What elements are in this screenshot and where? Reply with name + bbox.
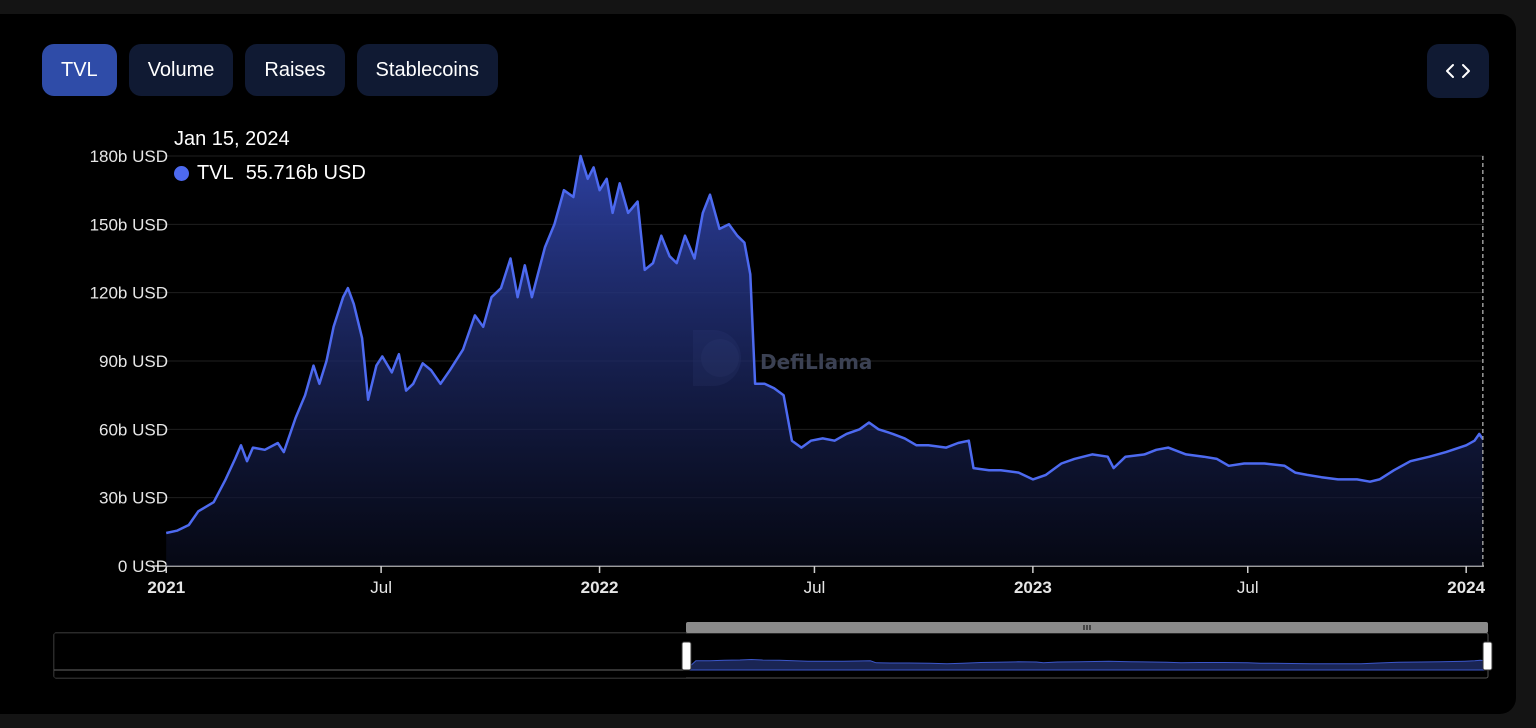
navigator-unselected-shade [54, 633, 686, 678]
tooltip-series-name: TVL [197, 162, 234, 184]
tooltip-value: 55.716b USD [245, 162, 366, 184]
scrollbar-grip-icon [1083, 625, 1091, 630]
x-tick-label: 2022 [581, 578, 619, 597]
tab-tvl[interactable]: TVL [42, 44, 117, 96]
x-axis: 2021 Jul 2022 Jul 2023 Jul 2024 [147, 566, 1486, 597]
tvl-area [166, 156, 1483, 566]
x-tick-label: Jul [804, 578, 826, 597]
chart-panel: TVL Volume Raises Stablecoins [0, 14, 1516, 714]
tab-raises[interactable]: Raises [245, 44, 345, 96]
range-navigator[interactable] [53, 622, 1493, 679]
y-tick-label: 0 USD [118, 557, 168, 576]
chart-tabs: TVL Volume Raises Stablecoins [42, 44, 498, 96]
y-tick-label: 120b USD [90, 284, 168, 303]
tvl-line [165, 154, 1484, 535]
navigator-left-handle[interactable] [681, 641, 692, 671]
y-tick-label: 90b USD [99, 352, 168, 371]
y-tick-label: 30b USD [99, 489, 168, 508]
tab-volume[interactable]: Volume [128, 44, 234, 96]
y-axis: 0 USD 30b USD 60b USD 90b USD 120b USD 150b U… [90, 147, 168, 576]
tab-stablecoins[interactable]: Stablecoins [356, 44, 498, 96]
navigator-right-handle[interactable] [1482, 641, 1493, 671]
x-tick-label: Jul [1237, 578, 1259, 597]
x-tick-label: Jul [370, 578, 392, 597]
series-dot [174, 166, 189, 181]
y-tick-label: 180b USD [90, 147, 168, 166]
tooltip-date: Jan 15, 2024 [174, 128, 290, 150]
watermark-text: DefiLlama [760, 350, 872, 374]
tooltip-row: TVL 55.716b USD [174, 162, 366, 185]
embed-button[interactable] [1427, 44, 1489, 98]
y-tick-label: 60b USD [99, 420, 168, 439]
x-tick-label: 2023 [1014, 578, 1052, 597]
x-tick-label: 2024 [1447, 578, 1485, 597]
navigator-area [684, 658, 1487, 671]
code-brackets-icon [1446, 64, 1470, 78]
y-tick-label: 150b USD [90, 215, 168, 234]
x-tick-label: 2021 [147, 578, 185, 597]
